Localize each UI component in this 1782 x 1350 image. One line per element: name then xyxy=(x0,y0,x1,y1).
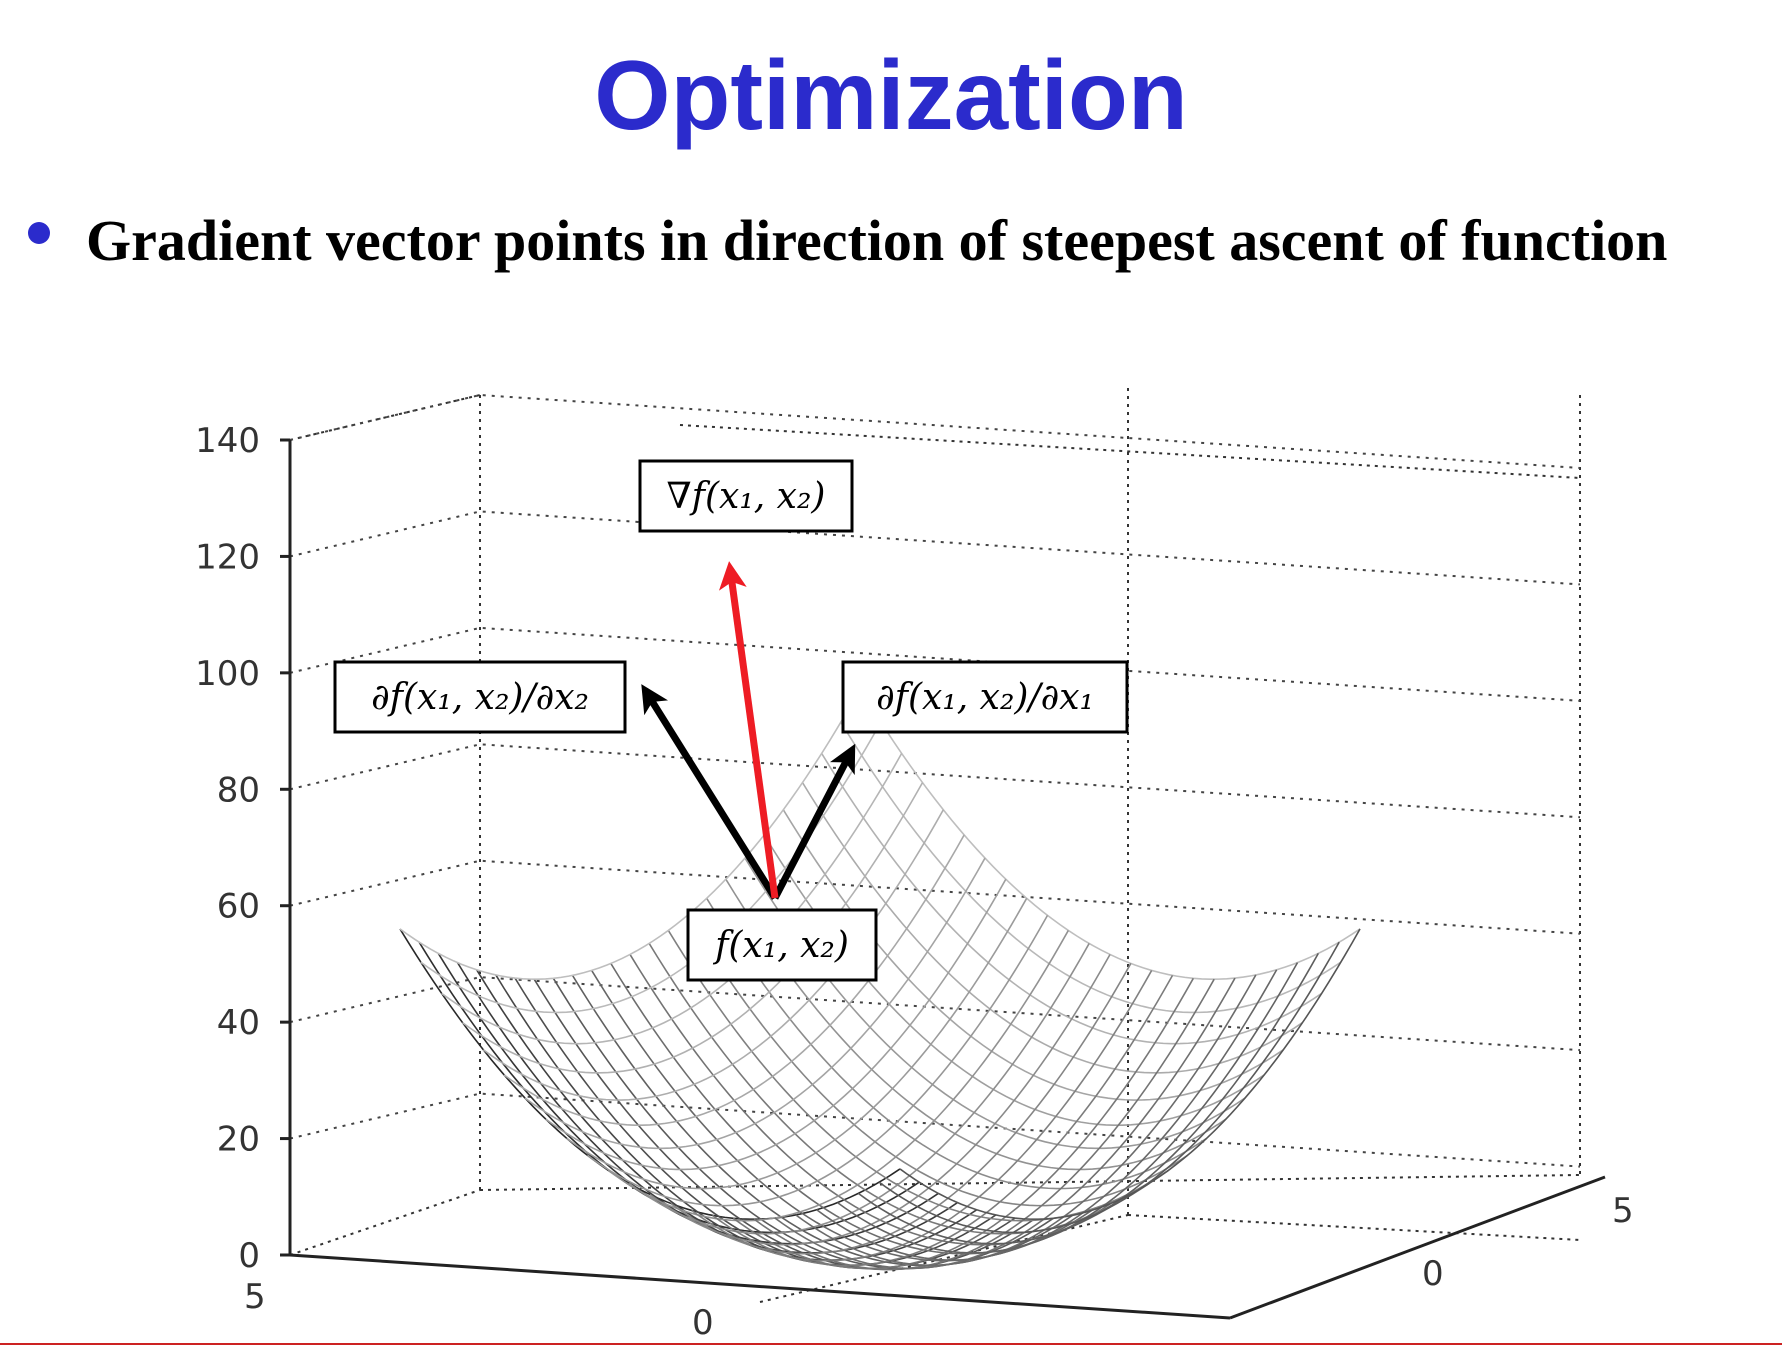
bullet-text: Gradient vector points in direction of s… xyxy=(86,208,1668,273)
mesh-line-x-24 xyxy=(899,928,1361,1220)
label-gradient-box xyxy=(638,459,854,533)
label-partial-x2-box xyxy=(333,660,627,734)
gradient-arrow xyxy=(718,561,779,899)
mesh-line-y-4 xyxy=(475,969,978,1261)
bullet-dot-icon xyxy=(28,222,50,244)
partial-x2-arrow xyxy=(641,684,778,900)
z-tick-label-20: 20 xyxy=(217,1120,260,1160)
label-partial-x1-text: ∂f(x₁, x₂)/∂x₁ xyxy=(876,677,1094,718)
mesh-line-x-5 xyxy=(503,834,965,1126)
bottom-rule xyxy=(0,1343,1782,1345)
mesh-line-x-11 xyxy=(628,943,1090,1235)
z-gridline-80 xyxy=(289,743,1581,819)
mesh-line-x-16 xyxy=(732,977,1195,1270)
plot-box xyxy=(289,388,1581,1303)
z-tick-label-120: 120 xyxy=(195,537,260,577)
mesh-line-x-23 xyxy=(878,941,1340,1234)
z-tick-label-80: 80 xyxy=(217,770,260,810)
mesh-line-x-10 xyxy=(607,930,1070,1222)
mesh-line-x-0 xyxy=(399,688,861,980)
vector-arrows xyxy=(641,561,856,900)
z-axis-ticks: 140 120 100 80 60 40 20 0 xyxy=(195,421,290,1276)
mesh-line-x-8 xyxy=(566,897,1028,1190)
label-point: f(x₁, x₂) xyxy=(686,908,878,982)
mesh-line-y-7 xyxy=(533,978,1035,1271)
partial-x1-arrow xyxy=(771,743,856,900)
mesh-line-x-9 xyxy=(587,914,1049,1207)
label-partial-x2: ∂f(x₁, x₂)/∂x₂ xyxy=(333,660,627,734)
mesh-line-y-1 xyxy=(418,941,920,1234)
mesh-line-x-13 xyxy=(670,963,1132,1255)
z-gridline-100 xyxy=(289,626,1581,702)
z-tick-label-40: 40 xyxy=(217,1003,260,1043)
mesh-line-x-14 xyxy=(691,970,1153,1262)
mesh-line-x-6 xyxy=(524,857,986,1150)
mesh-line-x-12 xyxy=(649,954,1111,1246)
label-point-box xyxy=(686,908,878,982)
bullet-item: Gradient vector points in direction of s… xyxy=(28,212,1667,270)
z-tick-label-100: 100 xyxy=(195,654,260,694)
floor-mid-right xyxy=(1127,1214,1581,1241)
mesh-line-x-22 xyxy=(857,953,1320,1245)
z-tick-label-140: 140 xyxy=(195,421,260,461)
floor-back xyxy=(479,1174,1581,1191)
horizontal-axis-ticks: 5 0 5 0 xyxy=(244,1191,1634,1343)
front-axes xyxy=(288,440,1606,1320)
label-gradient-text: ∇f(x₁, x₂) xyxy=(667,476,826,517)
label-gradient: ∇f(x₁, x₂) xyxy=(638,459,854,533)
mesh-line-x-2 xyxy=(441,753,903,1045)
mesh-line-y-18 xyxy=(744,857,1246,1150)
z-gridline-140 xyxy=(289,393,1581,469)
z-gridlines xyxy=(289,393,1581,1168)
z-tick-label-0: 0 xyxy=(238,1236,260,1276)
z-gridline-120 xyxy=(289,510,1581,586)
floor-left-back xyxy=(289,1189,481,1256)
label-point-text: f(x₁, x₂) xyxy=(712,925,849,966)
y-axis-line xyxy=(1229,1175,1606,1320)
x-axis-line xyxy=(289,1253,1231,1320)
box-top-back xyxy=(679,424,1581,479)
label-partial-x1-box xyxy=(841,660,1129,734)
z-gridline-60 xyxy=(289,859,1581,935)
label-partial-x2-text: ∂f(x₁, x₂)/∂x₂ xyxy=(371,677,589,718)
mesh-line-x-17 xyxy=(753,978,1215,1271)
paraboloid-mesh xyxy=(399,688,1361,1271)
left-tick-0: 0 xyxy=(692,1303,714,1343)
label-partial-x1: ∂f(x₁, x₂)/∂x₁ xyxy=(841,660,1129,734)
mesh-line-x-15 xyxy=(712,974,1174,1267)
mesh-line-x-3 xyxy=(462,782,924,1074)
z-gridline-20 xyxy=(289,1092,1581,1168)
right-tick-0: 0 xyxy=(1422,1254,1444,1294)
right-tick-5: 5 xyxy=(1612,1191,1634,1231)
left-tick-5: 5 xyxy=(244,1277,266,1317)
z-gridline-40 xyxy=(289,976,1581,1052)
mesh-line-y-8 xyxy=(552,977,1054,1270)
slide-title: Optimization xyxy=(594,40,1188,150)
z-tick-label-60: 60 xyxy=(217,887,260,927)
mesh-line-x-7 xyxy=(545,878,1007,1171)
mesh-line-y-22 xyxy=(820,752,1323,1045)
